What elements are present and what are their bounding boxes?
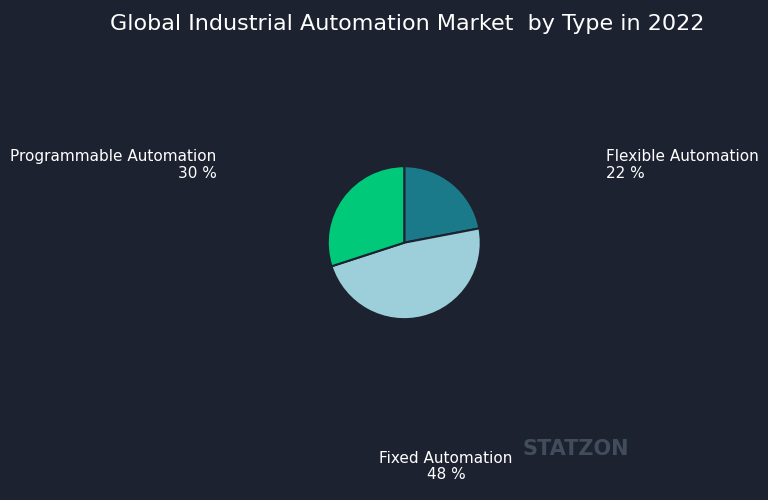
Text: 48 %: 48 % (426, 468, 465, 482)
Text: 22 %: 22 % (606, 166, 644, 180)
Text: STATZON: STATZON (522, 439, 629, 459)
Title: Global Industrial Automation Market  by Type in 2022: Global Industrial Automation Market by T… (110, 14, 704, 34)
Wedge shape (404, 166, 479, 242)
Wedge shape (328, 166, 404, 266)
Wedge shape (332, 228, 481, 319)
Text: Fixed Automation: Fixed Automation (379, 451, 513, 466)
Text: 30 %: 30 % (177, 166, 217, 180)
Text: Programmable Automation: Programmable Automation (10, 149, 217, 164)
Text: Flexible Automation: Flexible Automation (606, 149, 759, 164)
